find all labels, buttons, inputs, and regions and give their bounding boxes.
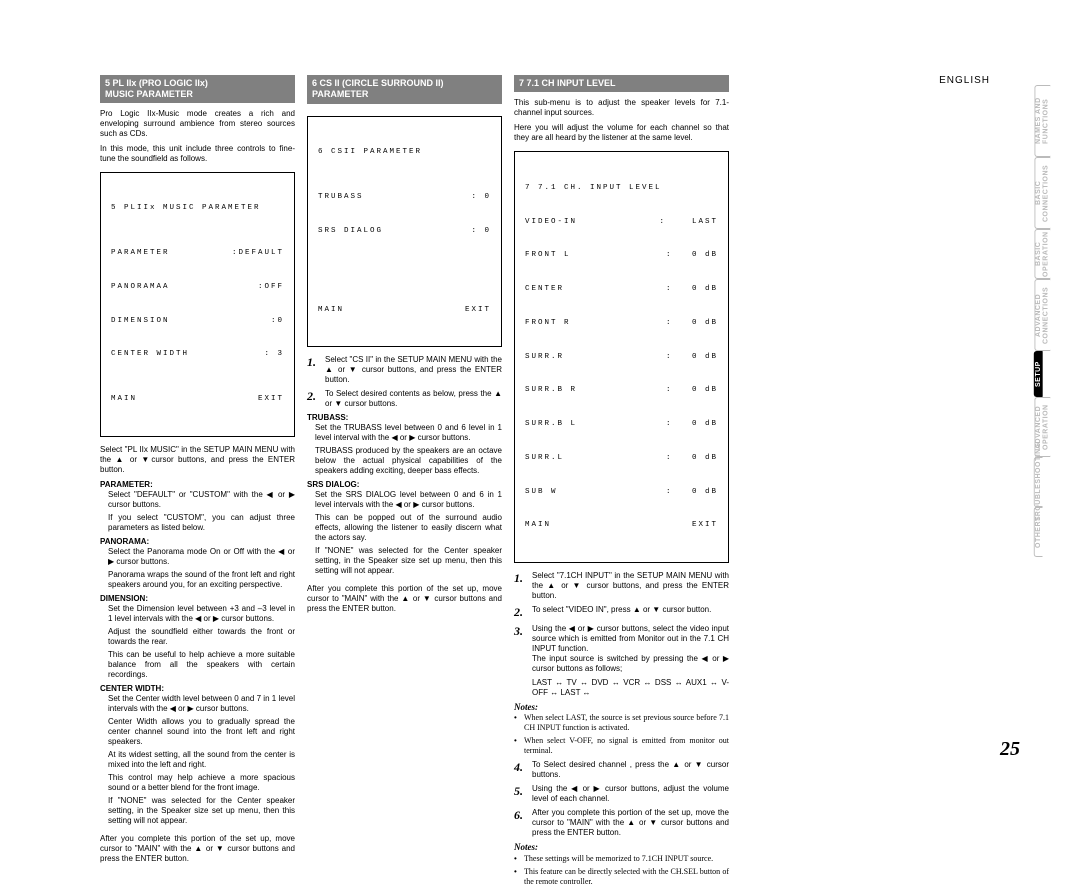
srs-dialog-h: SRS DIALOG: xyxy=(307,480,502,490)
tab-setup[interactable]: SETUP xyxy=(1034,351,1043,397)
c1-after: After you complete this portion of the s… xyxy=(100,834,295,864)
tab-names-functions[interactable]: NAMES AND FUNCTIONS xyxy=(1034,85,1050,157)
page-content: 5 PL IIx (PRO LOGIC IIx) MUSIC PARAMETER… xyxy=(100,75,1020,890)
column-2: 6 CS II (CIRCLE SURROUND II) PARAMETER 6… xyxy=(307,75,502,890)
lcd-csii: 6 CSII PARAMETER TRUBASS: 0 SRS DIALOG: … xyxy=(307,116,502,348)
parameter-h: PARAMETER: xyxy=(100,480,295,490)
column-1: 5 PL IIx (PRO LOGIC IIx) MUSIC PARAMETER… xyxy=(100,75,295,890)
tab-others[interactable]: OTHERS xyxy=(1034,507,1043,557)
lcd-71ch: 7 7.1 CH. INPUT LEVEL VIDEO-IN: LAST FRO… xyxy=(514,151,729,563)
c2-after: After you complete this portion of the s… xyxy=(307,584,502,614)
panorama-h: PANORAMA: xyxy=(100,537,295,547)
column-3: 7 7.1 CH INPUT LEVEL This sub-menu is to… xyxy=(514,75,729,890)
side-tabs: NAMES AND FUNCTIONS BASIC CONNECTIONS BA… xyxy=(1034,85,1050,557)
input-chain: LAST ↔ TV ↔ DVD ↔ VCR ↔ DSS ↔ AUX1 ↔ V-O… xyxy=(514,678,729,698)
lcd-pl2x: 5 PLIIx MUSIC PARAMETER PARAMETER:DEFAUL… xyxy=(100,172,295,438)
notes-1: Notes: xyxy=(514,702,729,713)
tab-troubleshooting[interactable]: TROUBLESHOOTING xyxy=(1034,457,1043,507)
page-number: 25 xyxy=(1000,738,1020,761)
dimension-h: DIMENSION: xyxy=(100,594,295,604)
c1-intro2: In this mode, this unit include three co… xyxy=(100,144,295,164)
section-6-header: 6 CS II (CIRCLE SURROUND II) PARAMETER xyxy=(307,75,502,104)
trubass-h: TRUBASS: xyxy=(307,413,502,423)
c1-intro1: Pro Logic IIx-Music mode creates a rich … xyxy=(100,109,295,139)
c3-steps: 1.Select "7.1CH INPUT" in the SETUP MAIN… xyxy=(514,571,729,674)
notes-2: Notes: xyxy=(514,842,729,853)
c2-steps: 1.Select "CS II" in the SETUP MAIN MENU … xyxy=(307,355,502,409)
tab-advanced-connections[interactable]: ADVANCED CONNECTIONS xyxy=(1034,279,1050,351)
c1-select: Select "PL IIx MUSIC" in the SETUP MAIN … xyxy=(100,445,295,475)
c3-intro2: Here you will adjust the volume for each… xyxy=(514,123,729,143)
center-width-h: CENTER WIDTH: xyxy=(100,684,295,694)
tab-basic-operation[interactable]: BASIC OPERATION xyxy=(1034,229,1050,279)
section-7-header: 7 7.1 CH INPUT LEVEL xyxy=(514,75,729,92)
tab-basic-connections[interactable]: BASIC CONNECTIONS xyxy=(1034,157,1050,229)
c3-intro1: This sub-menu is to adjust the speaker l… xyxy=(514,98,729,118)
section-5-header: 5 PL IIx (PRO LOGIC IIx) MUSIC PARAMETER xyxy=(100,75,295,103)
